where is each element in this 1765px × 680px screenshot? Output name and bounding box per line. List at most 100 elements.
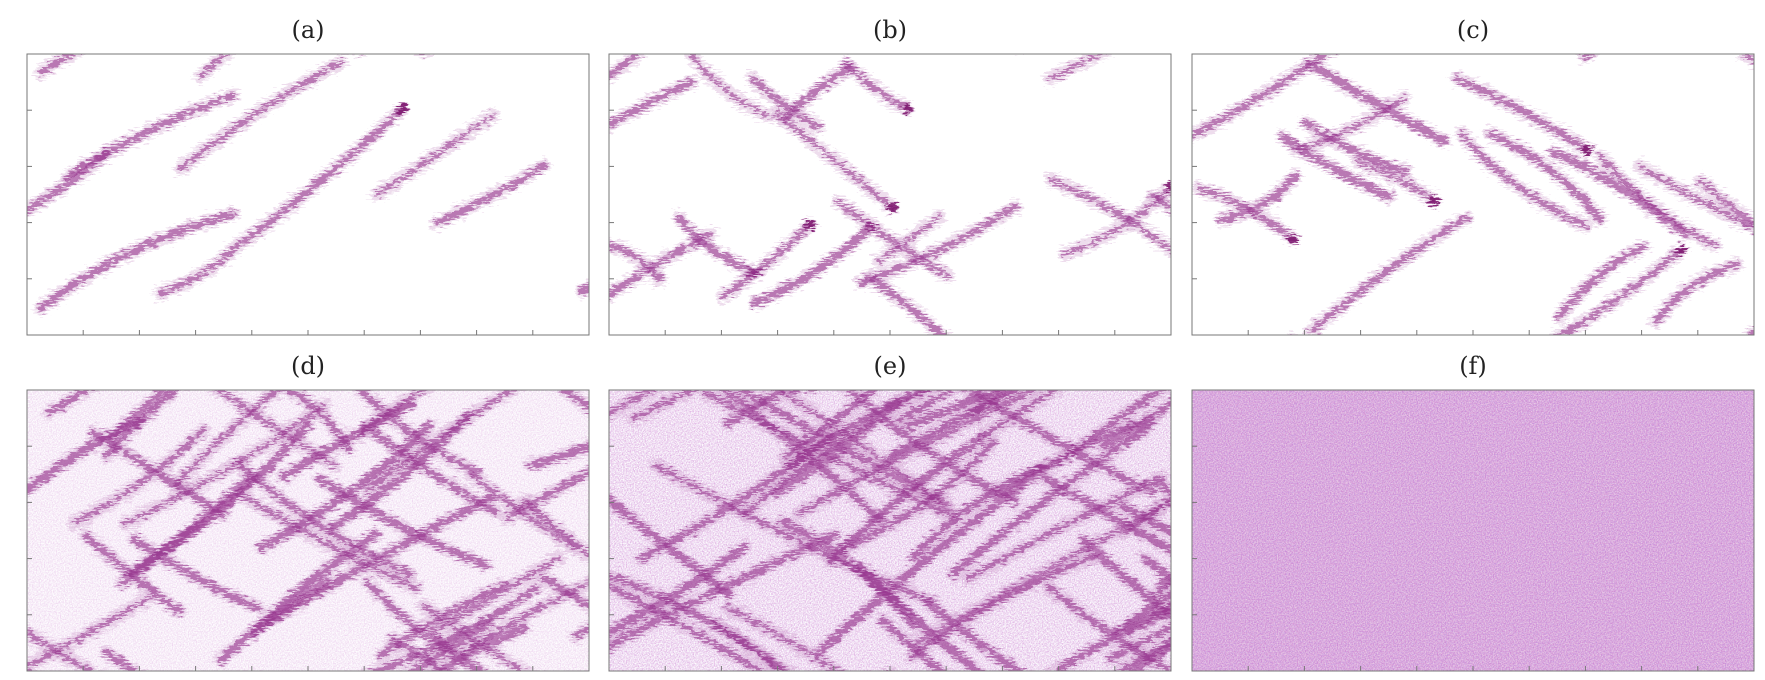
streak	[327, 411, 473, 532]
streak	[177, 59, 344, 172]
noise-blue	[1192, 390, 1754, 671]
streak	[1149, 192, 1171, 212]
streak	[1486, 130, 1604, 224]
streak	[773, 111, 895, 211]
streak-head	[397, 104, 408, 115]
streak	[316, 475, 491, 570]
streak	[609, 582, 765, 671]
streak	[910, 461, 1051, 561]
streak-halo	[1285, 332, 1298, 335]
streak	[665, 0, 797, 33]
streak	[1556, 246, 1685, 335]
panel-label: (a)	[291, 16, 324, 44]
panel	[609, 0, 1171, 335]
streak	[750, 222, 875, 308]
streak	[358, 0, 511, 50]
streak	[102, 648, 139, 671]
streak	[609, 495, 733, 598]
streak	[1048, 54, 1104, 81]
streak-halo	[416, 54, 435, 58]
streak	[785, 390, 930, 470]
streak	[781, 63, 853, 124]
streak-head	[1429, 196, 1440, 207]
streak	[234, 489, 420, 591]
streak-head	[902, 103, 913, 114]
streak	[1308, 214, 1470, 334]
panel-label: (e)	[874, 352, 907, 380]
streak	[241, 105, 406, 245]
streak	[609, 390, 656, 417]
streak	[922, 597, 1025, 671]
streak	[460, 580, 589, 658]
streak	[27, 594, 152, 670]
streak	[1598, 153, 1717, 248]
streak	[741, 390, 930, 517]
streak-halo	[1578, 54, 1599, 65]
streak	[1140, 553, 1171, 583]
streak	[522, 498, 589, 559]
panel	[609, 390, 1171, 671]
streak	[283, 390, 353, 453]
streak	[1637, 164, 1754, 231]
streak	[1301, 119, 1410, 175]
panel-label: (b)	[873, 16, 907, 44]
streak	[1291, 339, 1363, 383]
streaks	[609, 390, 1171, 671]
streak	[886, 670, 891, 671]
streak	[1194, 185, 1296, 242]
streak	[45, 390, 93, 416]
streak	[675, 213, 758, 276]
streak	[782, 390, 878, 460]
streak	[1118, 638, 1171, 671]
streak	[1355, 159, 1437, 204]
streak	[1279, 132, 1393, 201]
streak	[420, 54, 426, 55]
streak	[897, 390, 957, 423]
streaks	[27, 0, 589, 316]
panel-label: (d)	[291, 352, 325, 380]
panel	[1192, 390, 1754, 671]
streak	[908, 552, 1101, 660]
streak	[1453, 75, 1591, 153]
streak	[879, 616, 947, 671]
streak	[1581, 54, 1594, 61]
streak	[1305, 59, 1448, 146]
streak	[1217, 171, 1300, 224]
streak	[27, 414, 148, 495]
streak	[71, 427, 207, 526]
streak	[1652, 261, 1740, 325]
streak	[1111, 590, 1171, 636]
streak	[1310, 0, 1458, 36]
streak-head	[1676, 244, 1687, 255]
panel-label: (c)	[1457, 16, 1489, 44]
streak	[1555, 243, 1647, 321]
streak-halo	[1022, 5, 1085, 46]
streak	[1458, 131, 1589, 229]
streak	[156, 240, 242, 297]
streak-head	[887, 203, 898, 214]
streak	[526, 441, 589, 469]
streak	[421, 603, 527, 671]
streaks	[609, 0, 1171, 335]
streak	[64, 91, 236, 181]
panel	[1192, 0, 1754, 383]
streak-head	[1288, 234, 1299, 245]
streak	[979, 390, 1059, 439]
streak	[827, 433, 987, 565]
streak	[173, 390, 281, 488]
streak	[37, 210, 236, 312]
streak-halo	[665, 0, 797, 33]
streak	[103, 390, 181, 459]
streak	[886, 390, 1022, 461]
streak	[130, 535, 263, 612]
streak	[630, 390, 697, 422]
streak	[368, 584, 541, 671]
streaks	[1192, 0, 1754, 383]
streak-head	[180, 0, 190, 3]
streak	[712, 620, 786, 671]
streak	[690, 54, 772, 119]
streak	[876, 214, 942, 264]
streak	[1049, 603, 1171, 671]
streak-head	[1166, 182, 1171, 193]
